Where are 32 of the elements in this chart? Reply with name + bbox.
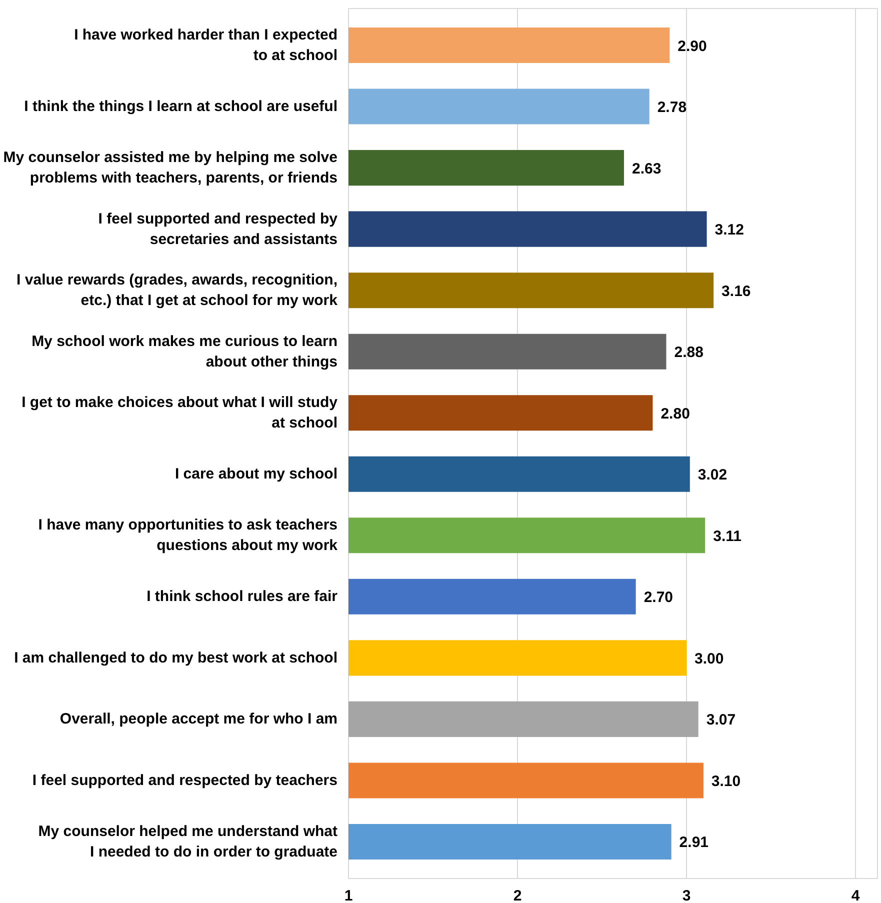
data-label: 2.88	[674, 344, 704, 362]
y-tick-label: My counselor assisted me by helping me solve problems with teachers, parents, or friends	[3, 149, 338, 186]
y-tick-label: My school work makes me curious to learn about other things	[32, 332, 338, 370]
y-tick-label: I think the things I learn at school are useful	[24, 98, 338, 116]
data-label: 2.90	[678, 38, 707, 55]
data-label: 2.91	[679, 834, 709, 852]
x-tick-label: 1	[344, 888, 353, 903]
y-tick-label: I think school rules are fair	[146, 588, 338, 606]
y-tick-label: I feel supported and respected by secretaries and assistants	[98, 210, 338, 248]
data-label: 3.10	[711, 772, 741, 790]
data-label: 3.16	[722, 282, 751, 300]
y-tick-label: I feel supported and respected by teachers	[32, 772, 338, 789]
data-label: 3.07	[706, 712, 736, 729]
y-tick-label: Overall, people accept me for who I am	[60, 710, 338, 728]
x-tick-label: 3	[682, 888, 691, 903]
data-label: 3.12	[714, 222, 744, 239]
y-tick-label: I care about my school	[174, 466, 338, 483]
data-label: 3.11	[713, 528, 742, 545]
data-label: 2.80	[660, 405, 690, 422]
y-tick-label: I value rewards (grades, awards, recognition, etc.) that I get at school for my work	[16, 272, 338, 310]
data-label: 3.00	[694, 650, 724, 668]
x-tick-label: 2	[513, 888, 522, 903]
y-tick-label: I have many opportunities to ask teachers questions about my work	[38, 516, 338, 554]
data-label: 3.02	[698, 466, 728, 484]
data-label: 2.78	[657, 99, 687, 116]
data-label: 2.63	[632, 160, 662, 178]
y-tick-label: I am challenged to do my best work at school	[14, 649, 338, 666]
y-tick-label: I have worked harder than I expected to at school	[74, 26, 338, 64]
y-tick-label: My counselor helped me understand what I needed to do in order to graduate	[38, 823, 338, 860]
data-label: 2.70	[644, 589, 674, 606]
y-tick-label: I get to make choices about what I will study at school	[22, 394, 338, 432]
x-tick-label: 4	[851, 888, 860, 903]
